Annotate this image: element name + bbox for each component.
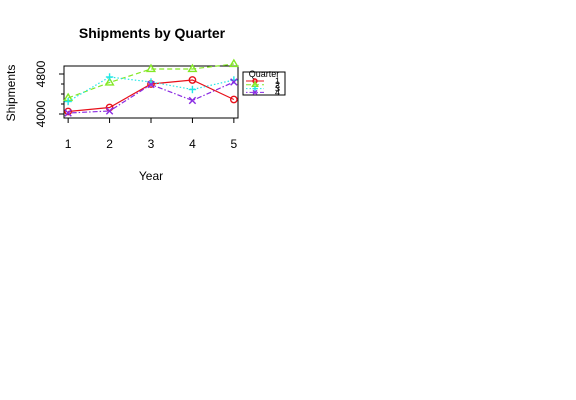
series-line [67, 76, 234, 103]
marker-stroke [147, 80, 155, 89]
x-tick-label: 1 [65, 137, 72, 151]
data-point [105, 107, 114, 115]
data-point [229, 95, 238, 104]
chart-title: Shipments by Quarter [79, 25, 226, 41]
data-point [228, 58, 239, 68]
data-point [252, 89, 258, 95]
data-point [64, 97, 72, 106]
x-tick-label: 2 [106, 137, 113, 151]
data-point [188, 85, 197, 94]
marker-stroke [105, 107, 114, 115]
series-4 [64, 78, 238, 117]
data-point [187, 63, 198, 73]
legend-entry: 4 [246, 87, 280, 97]
data-point [105, 73, 114, 81]
data-point [252, 86, 258, 92]
data-point [188, 76, 197, 84]
legend-entry: 3 [246, 84, 280, 94]
legend-label: 3 [275, 84, 280, 94]
marker-stroke [64, 109, 72, 117]
x-axis: 1 2 3 4 5 [65, 118, 238, 151]
legend-label: 2 [275, 80, 280, 90]
data-point [104, 77, 115, 86]
data-point [188, 96, 197, 105]
series-group [63, 58, 239, 117]
y-axis: 4000 4800 [34, 60, 64, 127]
legend-label: 4 [275, 87, 280, 97]
x-axis-label: Year [139, 169, 163, 183]
marker-stroke [188, 96, 197, 105]
y-tick-label: 4800 [34, 60, 48, 87]
legend-title: Quarter [249, 69, 280, 79]
y-tick-label: 4000 [34, 100, 48, 127]
x-tick-label: 4 [189, 137, 196, 151]
data-point [64, 107, 73, 116]
x-tick-label: 3 [148, 137, 155, 151]
marker-stroke [230, 78, 238, 86]
marker-stroke [252, 89, 258, 95]
legend-label: 1 [275, 76, 280, 86]
data-point [145, 63, 157, 73]
data-point [64, 109, 72, 117]
plot-border [63, 65, 239, 119]
plot-area [63, 65, 239, 119]
x-tick-label: 5 [231, 137, 238, 151]
y-axis-label: Shipments [4, 65, 18, 122]
data-point [230, 78, 238, 86]
data-point [147, 80, 155, 89]
